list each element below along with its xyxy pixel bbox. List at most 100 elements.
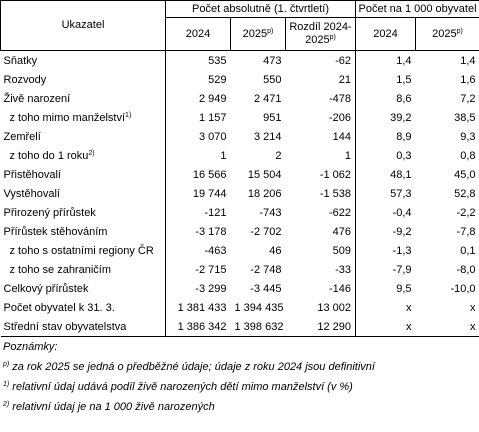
cell: -1 062 (319, 168, 352, 181)
cell: 1 398 632 (230, 317, 286, 337)
cell: 18 206 (247, 187, 282, 200)
footnote-mark: 1) (125, 111, 132, 119)
table-row: Rozvody 529 550 21 1,5 1,6 (0, 70, 479, 89)
header-cell: 2025p) (230, 17, 286, 51)
cell: 45,0 (454, 168, 476, 181)
cell: -1 538 (319, 187, 352, 200)
table-row: Přirozený přírůstek -121 -743 -622 -0,4 -2,2 (0, 203, 479, 222)
cell: 509 (332, 244, 352, 257)
note: 2) relativní údaj je na 1 000 živě naroz… (3, 397, 479, 417)
table-row: Přírůstek stěhováním -3 178 -2 702 476 -9,2 -… (0, 222, 479, 241)
cell: 19 744 (192, 187, 227, 200)
row-label: z toho s ostatními regiony ČR (0, 241, 166, 260)
header-text: 2025 (242, 27, 268, 40)
cell: 46 (269, 244, 282, 257)
table-row: z toho s ostatními regiony ČR -463 46 509 -1… (0, 241, 479, 260)
cell: -62 (335, 54, 352, 67)
cell: x (355, 317, 416, 337)
cell: 1 386 342 (165, 317, 231, 337)
cell: -2,2 (456, 206, 476, 219)
note-text: relativní údaj udává podíl živě narozený… (12, 381, 353, 393)
cell: -10,0 (450, 282, 476, 295)
cell: 48,1 (355, 165, 416, 184)
row-label: Celkový přírůstek (0, 279, 166, 298)
table-body: Sňatky 535 473 -62 1,4 1,4 Rozvody 529 550 21 1,5 1… (0, 50, 479, 337)
cell: -2 702 (250, 225, 282, 238)
cell: -7,8 (456, 225, 476, 238)
note: 1) relativní údaj udává podíl živě naroz… (3, 377, 479, 397)
row-label-text: Přistěhovalí (3, 168, 61, 181)
cell: 1,6 (460, 73, 476, 86)
cell: -9,2 (355, 222, 416, 241)
row-label-text: Přirozený přírůstek (3, 206, 96, 219)
row-label: Přírůstek stěhováním (0, 222, 166, 241)
cell: 144 (332, 130, 352, 143)
notes-title: Poznámky: (3, 341, 58, 353)
row-label-text: z toho do 1 roku (9, 149, 89, 162)
cell: -2 715 (195, 263, 227, 276)
header-text: 2024 (185, 27, 211, 40)
table-row: Střední stav obyvatelstva 1 386 342 1 398 … (0, 317, 479, 337)
row-label: Počet obyvatel k 31. 3. (0, 298, 166, 317)
cell: 57,3 (355, 184, 416, 203)
cell: 1,4 (460, 54, 476, 67)
cell: 13 002 (317, 301, 352, 314)
row-label: Rozvody (0, 70, 166, 89)
note-text: za rok 2025 se jedná o předběžné údaje; … (12, 361, 375, 373)
cell: 0,3 (355, 146, 416, 165)
header-text: 2025 (432, 27, 457, 40)
row-label: z toho do 1 roku2) (0, 146, 166, 165)
cell: 529 (208, 73, 227, 86)
cell: 12 290 (285, 317, 356, 337)
header-cell: Ukazatel (0, 0, 166, 51)
cell: 7,2 (460, 92, 476, 105)
cell: 476 (332, 225, 352, 238)
cell: 1 157 (198, 111, 227, 124)
cell: -7,9 (355, 260, 416, 279)
cell: -0,4 (355, 203, 416, 222)
table-row: Přistěhovalí 16 566 15 504 -1 062 48,1 45,0 (0, 165, 479, 184)
row-label: Vystěhovalí (0, 184, 166, 203)
cell: -743 (259, 206, 282, 219)
cell: -33 (335, 263, 352, 276)
row-label: Živě narození (0, 89, 166, 108)
cell: 473 (263, 54, 282, 67)
row-label-text: Celkový přírůstek (3, 282, 89, 295)
footnote-mark: 1) (3, 381, 10, 388)
cell: 38,5 (454, 111, 476, 124)
cell: 535 (208, 54, 227, 67)
row-label-text: Střední stav obyvatelstva (3, 320, 127, 333)
table-row: z toho mimo manželství1) 1 157 951 -206 39,2… (0, 108, 479, 127)
cell: 3 214 (253, 130, 282, 143)
row-label: z toho mimo manželství1) (0, 108, 166, 127)
table-row: Živě narození 2 949 2 471 -478 8,6 7,2 (0, 89, 479, 108)
table-row: z toho do 1 roku2) 1 2 1 0,3 0,8 (0, 146, 479, 165)
row-label: Přistěhovalí (0, 165, 166, 184)
table-row: Vystěhovalí 19 744 18 206 -1 538 57,3 52,8 (0, 184, 479, 203)
row-label-text: Počet obyvatel k 31. 3. (3, 301, 115, 314)
cell: 9,3 (460, 130, 476, 143)
cell: 0,8 (460, 149, 476, 162)
footnote-mark: 2) (88, 149, 95, 157)
row-label-text: z toho s ostatními regiony ČR (9, 244, 154, 257)
cell: 3 070 (198, 130, 227, 143)
cell: 2 (275, 149, 282, 162)
notes: Poznámky: p) za rok 2025 se jedná o před… (0, 337, 479, 417)
cell: -206 (328, 111, 352, 124)
cell: -3 299 (195, 282, 227, 295)
table-row: Počet obyvatel k 31. 3. 1 381 433 1 394 43… (0, 298, 479, 317)
cell: -121 (204, 206, 227, 219)
row-label: z toho se zahraničím (0, 260, 166, 279)
row-label-text: Rozvody (3, 73, 47, 86)
cell: 1,4 (355, 50, 416, 70)
footnote-mark: p) (329, 34, 336, 41)
header-cell: 2024 (165, 17, 231, 51)
cell: 52,8 (454, 187, 476, 200)
row-label: Zemřelí (0, 127, 166, 146)
cell: -2 748 (250, 263, 282, 276)
cell: -622 (328, 206, 352, 219)
cell: -146 (328, 282, 352, 295)
cell: 2 949 (198, 92, 227, 105)
cell: 8,9 (355, 127, 416, 146)
cell: -8,0 (456, 263, 476, 276)
